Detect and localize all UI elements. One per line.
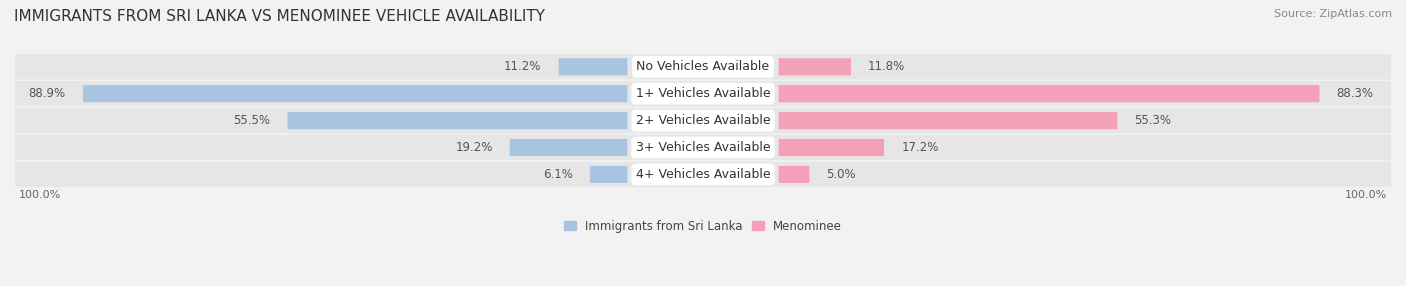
FancyBboxPatch shape	[779, 58, 851, 76]
FancyBboxPatch shape	[15, 162, 1391, 187]
FancyBboxPatch shape	[779, 85, 1319, 102]
Text: 4+ Vehicles Available: 4+ Vehicles Available	[636, 168, 770, 181]
Text: 5.0%: 5.0%	[827, 168, 856, 181]
FancyBboxPatch shape	[779, 112, 1118, 129]
FancyBboxPatch shape	[779, 166, 810, 183]
Text: 19.2%: 19.2%	[456, 141, 492, 154]
Text: 11.8%: 11.8%	[868, 60, 905, 73]
FancyBboxPatch shape	[15, 135, 1391, 160]
Text: 3+ Vehicles Available: 3+ Vehicles Available	[636, 141, 770, 154]
Text: 100.0%: 100.0%	[18, 190, 60, 200]
Text: 55.5%: 55.5%	[233, 114, 270, 127]
FancyBboxPatch shape	[558, 58, 627, 76]
FancyBboxPatch shape	[15, 54, 1391, 80]
FancyBboxPatch shape	[15, 81, 1391, 106]
FancyBboxPatch shape	[83, 85, 627, 102]
Text: 2+ Vehicles Available: 2+ Vehicles Available	[636, 114, 770, 127]
FancyBboxPatch shape	[510, 139, 627, 156]
Text: No Vehicles Available: No Vehicles Available	[637, 60, 769, 73]
Text: 6.1%: 6.1%	[543, 168, 572, 181]
Text: 55.3%: 55.3%	[1135, 114, 1171, 127]
Text: 1+ Vehicles Available: 1+ Vehicles Available	[636, 87, 770, 100]
FancyBboxPatch shape	[15, 108, 1391, 133]
Text: 100.0%: 100.0%	[1346, 190, 1388, 200]
FancyBboxPatch shape	[591, 166, 627, 183]
Text: 88.9%: 88.9%	[28, 87, 66, 100]
Legend: Immigrants from Sri Lanka, Menominee: Immigrants from Sri Lanka, Menominee	[560, 215, 846, 237]
Text: 88.3%: 88.3%	[1337, 87, 1374, 100]
Text: IMMIGRANTS FROM SRI LANKA VS MENOMINEE VEHICLE AVAILABILITY: IMMIGRANTS FROM SRI LANKA VS MENOMINEE V…	[14, 9, 546, 23]
Text: 11.2%: 11.2%	[505, 60, 541, 73]
Text: Source: ZipAtlas.com: Source: ZipAtlas.com	[1274, 9, 1392, 19]
Text: 17.2%: 17.2%	[901, 141, 939, 154]
FancyBboxPatch shape	[779, 139, 884, 156]
FancyBboxPatch shape	[287, 112, 627, 129]
